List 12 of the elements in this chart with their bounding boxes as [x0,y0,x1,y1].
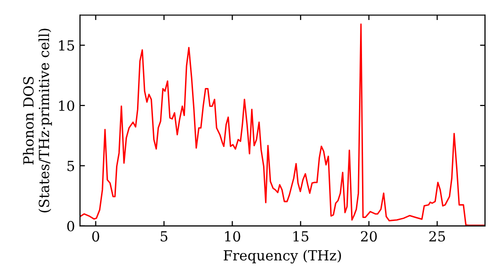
x-tick-label: 15 [293,231,308,242]
y-tick-label: 5 [67,160,74,172]
y-tick-label: 15 [59,40,74,51]
x-axis-title: Frequency (THz) [224,250,341,264]
y-axis-title: Phonon DOS (States/THz·primitive cell) [22,28,52,212]
y-tick-label: 10 [59,100,74,111]
x-tick-label: 0 [92,231,100,242]
x-tick-label: 25 [429,231,445,242]
y-tick-label: 0 [67,220,74,232]
x-tick-label: 5 [160,231,168,242]
x-tick-label: 20 [361,231,377,242]
x-tick-label: 10 [225,231,240,242]
